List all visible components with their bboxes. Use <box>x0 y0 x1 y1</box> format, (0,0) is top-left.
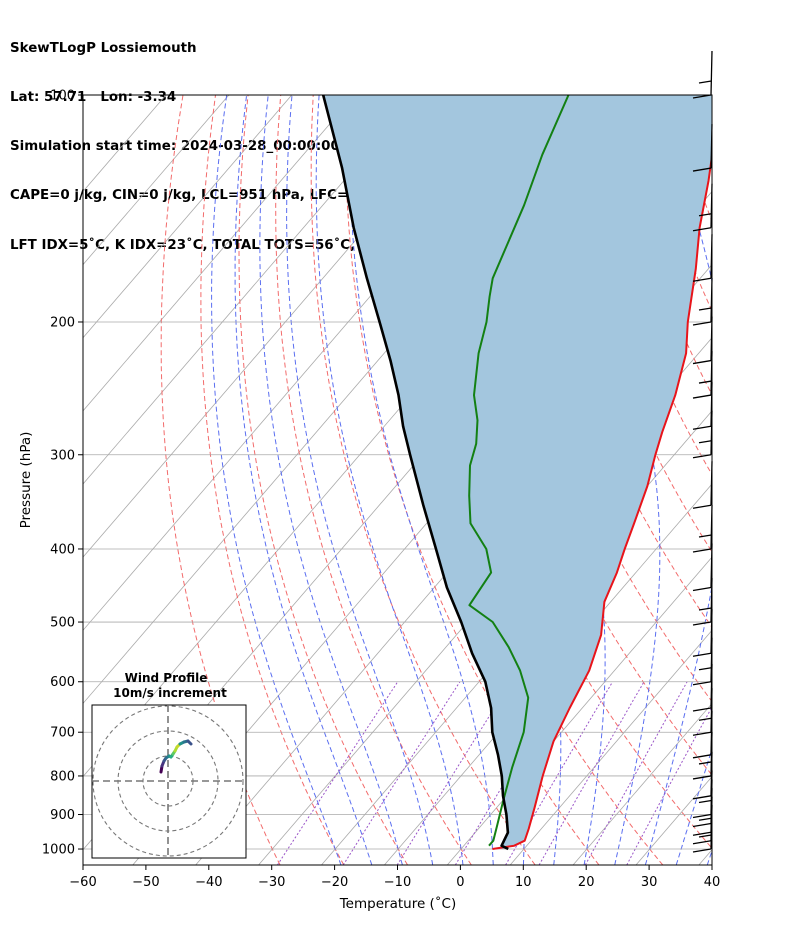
x-tick-label: 0 <box>456 875 464 890</box>
x-tick-label: 10 <box>515 875 532 890</box>
hodograph-segment <box>186 739 193 746</box>
inset-title: Wind Profile <box>125 671 208 685</box>
wind-barb <box>692 50 713 99</box>
dry-adiabat-line <box>238 95 409 865</box>
moist-adiabat-line <box>349 95 494 865</box>
wind-barb <box>692 277 713 326</box>
x-tick-label: −40 <box>195 875 222 890</box>
moist-adiabat-line <box>211 95 342 865</box>
dry-adiabat-line <box>160 95 281 865</box>
mixing-ratio-line <box>626 705 712 865</box>
isotherm-line <box>698 849 712 865</box>
cape-cin-fill <box>323 95 712 849</box>
y-axis-label: Pressure (hPa) <box>18 432 34 529</box>
x-tick-label: 20 <box>578 875 595 890</box>
dewpoint-line <box>468 95 570 847</box>
isotherm-line <box>572 702 712 865</box>
x-axis-ticks: −60 −50 −40 −30 −20 −10 0 10 20 30 40 <box>69 865 720 890</box>
moist-adiabat-line <box>706 849 712 865</box>
wind-barb <box>692 461 713 509</box>
y-tick-label: 400 <box>50 542 75 557</box>
mixing-ratio-line <box>276 681 399 865</box>
dry-adiabat-line <box>737 95 794 865</box>
isotherm-line <box>83 95 293 339</box>
location-line: Lat: 57.71 Lon: -3.34 <box>10 90 177 106</box>
y-tick-label: 700 <box>50 726 75 741</box>
y-tick-label: 900 <box>50 808 75 823</box>
hodograph-trace <box>159 739 193 774</box>
chart-title: SkewTLogP Lossiemouth <box>10 40 197 56</box>
x-tick-label: 40 <box>704 875 721 890</box>
y-axis-ticks: 1000 900 800 700 600 500 400 300 200 100 <box>42 89 83 858</box>
isotherm-line <box>83 95 230 266</box>
wind-profile-inset: Wind Profile 10m/s increment <box>91 671 247 859</box>
dry-adiabat-line <box>275 95 472 865</box>
profile-lines <box>321 95 712 851</box>
x-tick-label: 30 <box>641 875 658 890</box>
wind-barb <box>692 663 713 712</box>
parcel-line <box>321 95 510 851</box>
mixing-ratio-line <box>584 681 688 865</box>
wind-barb <box>692 688 713 736</box>
y-tick-label: 500 <box>50 616 75 631</box>
wind-barb <box>692 504 713 553</box>
x-tick-label: −10 <box>384 875 411 890</box>
x-tick-label: −20 <box>321 875 348 890</box>
temperature-line <box>492 150 712 850</box>
wind-barb <box>692 410 713 459</box>
mixing-ratio-line <box>396 681 512 865</box>
isotherm-line <box>509 629 712 865</box>
y-tick-label: 100 <box>50 89 75 104</box>
inset-subtitle: 10m/s increment <box>113 686 227 700</box>
wind-barb <box>692 351 713 399</box>
x-axis-label: Temperature (˚C) <box>339 895 457 912</box>
moist-adiabat-line <box>234 95 373 865</box>
dry-adiabat-line <box>310 95 536 865</box>
y-tick-label: 300 <box>50 448 75 463</box>
moist-adiabat-line <box>315 95 464 865</box>
wind-barb <box>692 637 713 686</box>
y-tick-label: 200 <box>50 315 75 330</box>
wind-barb <box>692 751 713 800</box>
x-tick-label: −50 <box>132 875 159 890</box>
inset-rings <box>92 705 246 858</box>
isotherm-line <box>83 95 418 485</box>
dry-adiabat-line <box>573 95 712 476</box>
y-tick-label: 800 <box>50 769 75 784</box>
x-tick-label: −60 <box>69 875 96 890</box>
dry-adiabat-line <box>200 95 345 865</box>
isotherm-line <box>83 95 355 412</box>
dry-adiabat-line <box>703 95 712 124</box>
dry-adiabat-line <box>344 95 600 865</box>
y-tick-label: 600 <box>50 675 75 690</box>
dry-adiabat-line <box>769 95 794 865</box>
wind-barb <box>692 578 713 626</box>
mixing-ratio-line <box>342 681 461 865</box>
x-tick-label: −30 <box>258 875 285 890</box>
isotherm-line <box>446 556 712 865</box>
moist-adiabat-line <box>259 95 403 865</box>
y-tick-label: 1000 <box>42 843 75 858</box>
moist-adiabat-line <box>644 95 712 865</box>
isotherm-line <box>321 410 712 865</box>
